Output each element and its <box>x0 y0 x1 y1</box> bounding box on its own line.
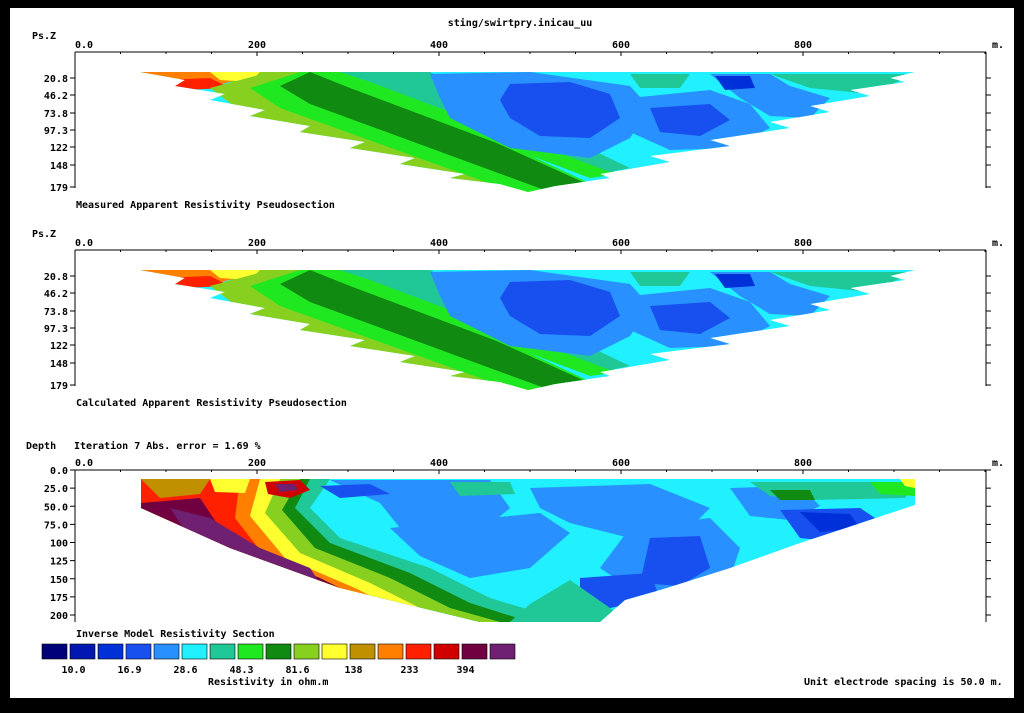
y-tick-label: 148 <box>50 359 68 370</box>
x-tick-label: 400 <box>430 40 448 51</box>
y-tick-label: 20.8 <box>44 74 68 85</box>
y-tick-label: 75.0 <box>44 520 68 531</box>
measured-panel: Ps.Z 0.0 200 400 600 800 m. 20.8 46.2 73.8 97.3 1… <box>32 31 1004 211</box>
legend-label: 233 <box>400 665 418 676</box>
measured-pseudosection <box>140 72 915 192</box>
legend-label: 16.9 <box>117 665 141 676</box>
x-tick-label: 400 <box>430 238 448 249</box>
legend-swatch <box>69 643 96 660</box>
y-tick-label: 73.8 <box>44 307 68 318</box>
calculated-caption: Calculated Apparent Resistivity Pseudose… <box>76 397 347 409</box>
y-tick-label: 179 <box>50 381 68 392</box>
y-tick-label: 50.0 <box>44 502 68 513</box>
measured-ylabel: Ps.Z <box>32 31 56 42</box>
y-tick-label: 0.0 <box>50 466 68 477</box>
y-tick-label: 125 <box>50 557 68 568</box>
x-unit-label: m. <box>992 40 1004 51</box>
legend-swatch <box>349 643 376 660</box>
resistivity-figure: sting/swirtpry.inicau_uu Ps.Z 0.0 200 400 6… <box>26 17 1004 688</box>
calculated-y-ticks: 20.8 46.2 73.8 97.3 122 148 179 <box>44 272 991 392</box>
calculated-panel: Ps.Z 0.0 200 400 600 800 m. 20.8 46.2 73.8 97.3 1… <box>32 229 1004 409</box>
x-tick-label: 200 <box>248 458 266 469</box>
x-tick-label: 200 <box>248 238 266 249</box>
y-tick-label: 122 <box>50 341 68 352</box>
electrode-spacing-text: Unit electrode spacing is 50.0 m. <box>804 676 1003 688</box>
legend-swatch <box>125 643 152 660</box>
x-tick-label: 600 <box>612 458 630 469</box>
measured-caption: Measured Apparent Resistivity Pseudosect… <box>76 199 335 211</box>
x-tick-label: 0.0 <box>75 238 93 249</box>
legend-swatch <box>321 643 348 660</box>
legend-swatch <box>377 643 404 660</box>
legend-swatch <box>433 643 460 660</box>
legend-label: 28.6 <box>173 665 197 676</box>
resistivity-legend: 10.0 16.9 28.6 48.3 81.6 138 233 394 <box>41 643 516 676</box>
measured-x-ticks: 0.0 200 400 600 800 m. <box>74 40 1004 56</box>
x-tick-label: 800 <box>794 458 812 469</box>
x-tick-label: 600 <box>612 238 630 249</box>
x-tick-label: 600 <box>612 40 630 51</box>
report-canvas: sting/swirtpry.inicau_uu Ps.Z 0.0 200 400 6… <box>10 8 1014 698</box>
iteration-text: Iteration 7 Abs. error = 1.69 % <box>74 440 261 452</box>
file-title: sting/swirtpry.inicau_uu <box>448 17 593 29</box>
inverse-caption: Inverse Model Resistivity Section <box>76 628 275 640</box>
x-unit-label: m. <box>992 458 1004 469</box>
y-tick-label: 97.3 <box>44 126 68 137</box>
y-tick-label: 46.2 <box>44 91 68 102</box>
legend-label: 81.6 <box>285 665 309 676</box>
legend-swatch <box>97 643 124 660</box>
y-tick-label: 179 <box>50 183 68 194</box>
inverse-x-ticks: 0.0 200 400 600 800 m. <box>74 458 1004 474</box>
x-tick-label: 800 <box>794 238 812 249</box>
y-tick-label: 97.3 <box>44 324 68 335</box>
legend-swatch <box>181 643 208 660</box>
x-unit-label: m. <box>992 238 1004 249</box>
y-tick-label: 122 <box>50 143 68 154</box>
x-tick-label: 0.0 <box>75 458 93 469</box>
inverse-y-ticks: 0.0 25.0 50.0 75.0 100 125 150 175 200 <box>44 466 991 622</box>
legend-swatch <box>489 643 516 660</box>
legend-title: Resistivity in ohm.m <box>208 676 328 688</box>
legend-swatch <box>237 643 264 660</box>
legend-swatch <box>405 643 432 660</box>
x-tick-label: 200 <box>248 40 266 51</box>
inverse-panel: Depth Iteration 7 Abs. error = 1.69 % 0.… <box>26 440 1004 640</box>
legend-swatch <box>293 643 320 660</box>
x-tick-label: 400 <box>430 458 448 469</box>
legend-label: 394 <box>456 665 474 676</box>
legend-label: 138 <box>344 665 362 676</box>
legend-swatch <box>153 643 180 660</box>
y-tick-label: 20.8 <box>44 272 68 283</box>
inverse-section <box>141 479 915 622</box>
y-tick-label: 46.2 <box>44 289 68 300</box>
x-tick-label: 800 <box>794 40 812 51</box>
y-tick-label: 148 <box>50 161 68 172</box>
y-tick-label: 25.0 <box>44 484 68 495</box>
calculated-x-ticks: 0.0 200 400 600 800 m. <box>74 238 1004 254</box>
y-tick-label: 150 <box>50 575 68 586</box>
inverse-ylabel: Depth <box>26 441 56 452</box>
legend-swatch <box>209 643 236 660</box>
x-tick-label: 0.0 <box>75 40 93 51</box>
legend-swatch <box>41 643 68 660</box>
legend-swatch <box>461 643 488 660</box>
calculated-ylabel: Ps.Z <box>32 229 56 240</box>
y-tick-label: 100 <box>50 539 68 550</box>
y-tick-label: 175 <box>50 593 68 604</box>
calculated-pseudosection <box>140 270 915 390</box>
legend-label: 48.3 <box>229 665 253 676</box>
measured-y-ticks: 20.8 46.2 73.8 97.3 122 148 179 <box>44 74 991 194</box>
y-tick-label: 73.8 <box>44 109 68 120</box>
legend-label: 10.0 <box>61 665 85 676</box>
legend-swatch <box>265 643 292 660</box>
y-tick-label: 200 <box>50 611 68 622</box>
